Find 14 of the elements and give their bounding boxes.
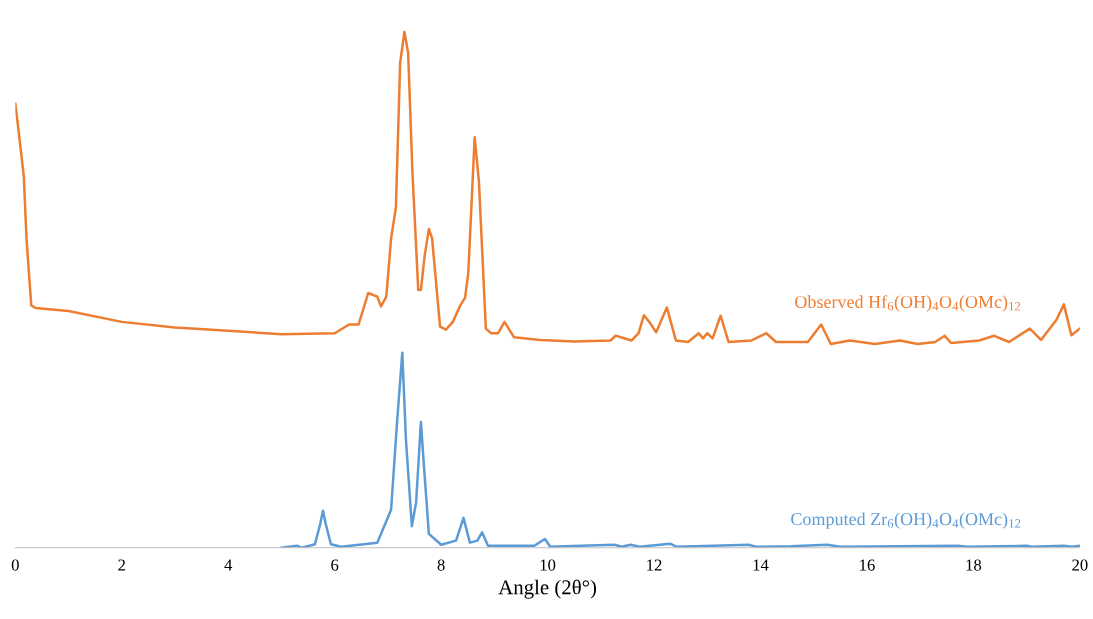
- x-tick-label: 10: [540, 559, 556, 571]
- x-tick-label: 14: [753, 559, 769, 571]
- x-tick-label: 0: [11, 559, 19, 571]
- x-tick-label: 18: [966, 559, 982, 571]
- series-label: Observed Hf$_{6}$(OH)$_{4}$O$_{4}$(OMc)$_{12}$: [795, 295, 1021, 312]
- x-axis-title: Angle (2θ°): [498, 579, 597, 599]
- x-tick-label: 16: [860, 559, 875, 571]
- x-tick-label: 4: [224, 559, 233, 571]
- series-label: Computed Zr$_{6}$(OH)$_{4}$O$_{4}$(OMc)$_{12}$: [791, 512, 1021, 529]
- x-tick-label: 12: [647, 559, 662, 571]
- x-tick-label: 20: [1072, 559, 1088, 571]
- x-tick-label: 8: [437, 559, 445, 571]
- x-tick-label: 6: [331, 559, 339, 571]
- x-tick-label: 2: [118, 559, 126, 571]
